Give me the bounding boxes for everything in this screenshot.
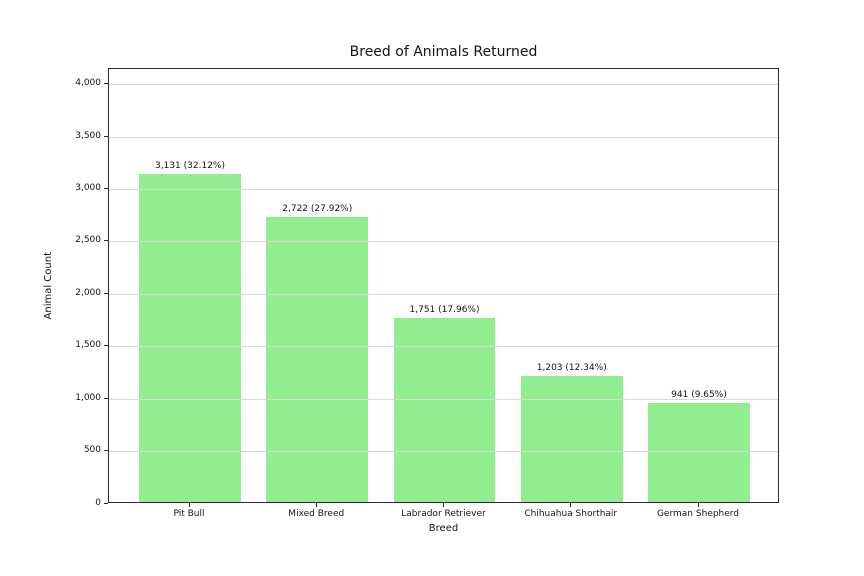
gridline — [109, 189, 778, 191]
y-tick-mark — [104, 188, 108, 190]
bar-value-label: 941 (9.65%) — [671, 390, 727, 401]
y-tick-label: 1,000 — [75, 392, 101, 403]
gridline — [109, 136, 778, 138]
y-tick-mark — [104, 345, 108, 347]
bar-pit-bull — [139, 173, 241, 502]
y-tick-label: 2,500 — [75, 235, 101, 246]
gridline — [109, 241, 778, 243]
x-tick-mark — [188, 503, 190, 507]
gridline — [109, 451, 778, 453]
y-tick-mark — [104, 502, 108, 504]
bar-chihuahua-shorthair — [520, 375, 623, 502]
y-tick-mark — [104, 397, 108, 399]
y-tick-mark — [104, 292, 108, 294]
bar-mixed-breed — [266, 216, 369, 502]
gridline — [109, 346, 778, 348]
x-tick-mark — [570, 503, 572, 507]
x-tick-label: Labrador Retriever — [401, 509, 486, 519]
bar-value-label: 3,131 (32.12%) — [155, 160, 225, 171]
y-tick-mark — [104, 83, 108, 85]
chart-title: Breed of Animals Returned — [349, 44, 538, 60]
bar-german-shepherd — [648, 403, 750, 502]
gridline — [109, 84, 778, 86]
y-tick-mark — [104, 450, 108, 452]
y-tick-label: 2,000 — [75, 287, 101, 298]
bar-value-label: 2,722 (27.92%) — [282, 203, 353, 214]
y-tick-label: 3,000 — [75, 183, 101, 194]
y-axis-label-text: Animal Count — [42, 251, 54, 320]
y-tick-label: 1,500 — [75, 340, 101, 351]
y-axis-label: Animal Count — [40, 68, 56, 503]
y-tick-label: 500 — [83, 445, 101, 456]
x-tick-label: Pit Bull — [173, 509, 205, 519]
x-tick-label: Chihuahua Shorthair — [524, 509, 618, 519]
y-tick-mark — [104, 240, 108, 242]
x-tick-mark — [315, 503, 317, 507]
y-tick-mark — [104, 135, 108, 137]
plot-area: 3,131 (32.12%) 2,722 (27.92%) 1,751 (17.96… — [108, 68, 779, 503]
bar-labrador-retriever — [393, 318, 496, 502]
gridline — [109, 398, 778, 400]
y-tick-label: 0 — [95, 497, 101, 508]
x-tick-mark — [697, 503, 699, 507]
bar-value-label: 1,203 (12.34%) — [536, 362, 607, 373]
bar-value-label: 1,751 (17.96%) — [409, 305, 480, 316]
x-tick-label: German Shepherd — [656, 509, 740, 519]
x-tick-mark — [443, 503, 444, 507]
y-tick-label: 4,000 — [75, 78, 101, 89]
gridline — [109, 293, 778, 295]
x-tick-label: Mixed Breed — [288, 509, 345, 519]
x-axis-label: Breed — [428, 523, 459, 534]
y-tick-label: 3,500 — [75, 130, 101, 141]
